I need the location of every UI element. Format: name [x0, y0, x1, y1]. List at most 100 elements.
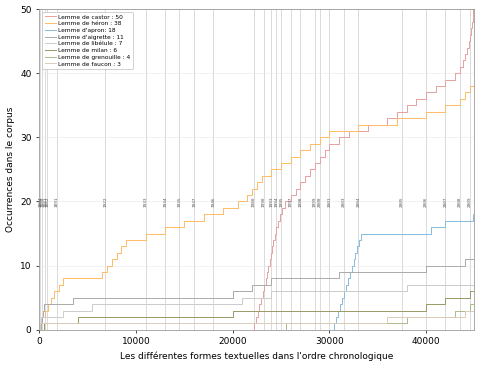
- Lemme d'aigrette : 11: (400, 3): 11: (400, 3): [40, 308, 46, 313]
- Lemme de libélule : 7: (2.5e+03, 3): 7: (2.5e+03, 3): [60, 308, 66, 313]
- Lemme de faucon : 3: (0, 0): 3: (0, 0): [36, 328, 42, 332]
- Lemme d'aigrette : 11: (2e+04, 6): 11: (2e+04, 6): [230, 289, 236, 294]
- Text: 1880: 1880: [40, 196, 44, 207]
- Lemme d'apron: 18: (3.09e+04, 3): 18: (3.09e+04, 3): [335, 308, 341, 313]
- Lemme d'aigrette : 11: (300, 2): 11: (300, 2): [39, 315, 45, 319]
- Lemme d'apron: 18: (3.17e+04, 6): 18: (3.17e+04, 6): [343, 289, 348, 294]
- Lemme d'apron: 18: (3.29e+04, 12): 18: (3.29e+04, 12): [355, 251, 360, 255]
- Lemme d'aigrette : 11: (2.2e+04, 6): 11: (2.2e+04, 6): [249, 289, 255, 294]
- Text: 1864: 1864: [38, 196, 42, 207]
- Lemme d'apron: 18: (3.19e+04, 7): 18: (3.19e+04, 7): [345, 283, 350, 287]
- Lemme de libélule : 7: (5.5e+03, 3): 7: (5.5e+03, 3): [90, 308, 96, 313]
- Lemme de milan : 6: (4e+03, 2): 6: (4e+03, 2): [75, 315, 81, 319]
- Line: Lemme de héron : 38: Lemme de héron : 38: [39, 86, 474, 330]
- Lemme d'apron: 18: (3.25e+04, 10): 18: (3.25e+04, 10): [351, 264, 357, 268]
- Lemme d'apron: 18: (4.2e+04, 17): 18: (4.2e+04, 17): [443, 218, 448, 223]
- Lemme de milan : 6: (4.2e+04, 5): 6: (4.2e+04, 5): [443, 295, 448, 300]
- Lemme de milan : 6: (2e+04, 2): 6: (2e+04, 2): [230, 315, 236, 319]
- Lemme de libélule : 7: (3.8e+04, 6): 7: (3.8e+04, 6): [404, 289, 409, 294]
- Lemme de grenouille : 4: (4.45e+04, 3): 4: (4.45e+04, 3): [467, 308, 472, 313]
- Line: Lemme de faucon : 3: Lemme de faucon : 3: [39, 310, 474, 330]
- Lemme d'apron: 18: (4.2e+04, 16): 18: (4.2e+04, 16): [443, 225, 448, 229]
- Lemme de héron : 38: (2.05e+04, 19): 38: (2.05e+04, 19): [235, 206, 240, 210]
- Lemme d'aigrette : 11: (0, 0): 11: (0, 0): [36, 328, 42, 332]
- Text: 1994: 1994: [274, 196, 278, 207]
- Lemme d'aigrette : 11: (200, 0): 11: (200, 0): [38, 328, 44, 332]
- Lemme de castor : 50: (3.9e+04, 35): 50: (3.9e+04, 35): [414, 103, 420, 108]
- Lemme de grenouille : 4: (3.8e+04, 1): 4: (3.8e+04, 1): [404, 321, 409, 326]
- Line: Lemme de milan : 6: Lemme de milan : 6: [39, 291, 474, 330]
- Lemme de grenouille : 4: (0, 0): 4: (0, 0): [36, 328, 42, 332]
- Lemme d'apron: 18: (3.27e+04, 11): 18: (3.27e+04, 11): [353, 257, 359, 261]
- Lemme de libélule : 7: (0, 0): 7: (0, 0): [36, 328, 42, 332]
- Lemme de libélule : 7: (2.4e+04, 5): 7: (2.4e+04, 5): [268, 295, 274, 300]
- Text: 1891: 1891: [55, 196, 59, 207]
- Line: Lemme de libélule : 7: Lemme de libélule : 7: [39, 285, 474, 330]
- Lemme de faucon : 3: (3.6e+04, 2): 3: (3.6e+04, 2): [384, 315, 390, 319]
- Text: 1935: 1935: [178, 196, 181, 207]
- Lemme de héron : 38: (2.7e+04, 27): 38: (2.7e+04, 27): [298, 155, 303, 159]
- Text: 2000: 2000: [318, 196, 322, 207]
- Lemme d'aigrette : 11: (200, 1): 11: (200, 1): [38, 321, 44, 326]
- Lemme d'aigrette : 11: (2.2e+04, 7): 11: (2.2e+04, 7): [249, 283, 255, 287]
- Lemme de grenouille : 4: (4.45e+04, 4): 4: (4.45e+04, 4): [467, 302, 472, 306]
- Lemme de libélule : 7: (5.5e+03, 4): 7: (5.5e+03, 4): [90, 302, 96, 306]
- Lemme d'aigrette : 11: (3.1e+04, 8): 11: (3.1e+04, 8): [336, 276, 342, 281]
- Lemme d'aigrette : 11: (500, 4): 11: (500, 4): [41, 302, 47, 306]
- Legend: Lemme de castor : 50, Lemme de héron : 38, Lemme d'apron: 18, Lemme d'aigrette :: Lemme de castor : 50, Lemme de héron : 3…: [42, 12, 133, 69]
- Lemme de héron : 38: (1.5e+04, 16): 38: (1.5e+04, 16): [181, 225, 187, 229]
- Lemme de libélule : 7: (3.8e+04, 7): 7: (3.8e+04, 7): [404, 283, 409, 287]
- Lemme de libélule : 7: (100, 0): 7: (100, 0): [37, 328, 43, 332]
- Lemme d'apron: 18: (4.05e+04, 16): 18: (4.05e+04, 16): [428, 225, 434, 229]
- Lemme de milan : 6: (4e+03, 1): 6: (4e+03, 1): [75, 321, 81, 326]
- Text: 1922: 1922: [103, 196, 107, 207]
- Lemme de castor : 50: (0, 0): 50: (0, 0): [36, 328, 42, 332]
- Lemme d'apron: 18: (3.07e+04, 1): 18: (3.07e+04, 1): [333, 321, 339, 326]
- Lemme d'aigrette : 11: (2.4e+04, 8): 11: (2.4e+04, 8): [268, 276, 274, 281]
- Lemme d'apron: 18: (3.07e+04, 2): 18: (3.07e+04, 2): [333, 315, 339, 319]
- Lemme de milan : 6: (500, 1): 6: (500, 1): [41, 321, 47, 326]
- Lemme de milan : 6: (4e+04, 4): 6: (4e+04, 4): [423, 302, 429, 306]
- Y-axis label: Occurrences dans le corpus: Occurrences dans le corpus: [6, 107, 14, 232]
- Line: Lemme d'apron: 18: Lemme d'apron: 18: [39, 214, 474, 330]
- Lemme de milan : 6: (0, 0): 6: (0, 0): [36, 328, 42, 332]
- Line: Lemme de castor : 50: Lemme de castor : 50: [39, 9, 474, 330]
- Lemme d'apron: 18: (3.23e+04, 10): 18: (3.23e+04, 10): [349, 264, 355, 268]
- Lemme d'aigrette : 11: (4e+04, 9): 11: (4e+04, 9): [423, 270, 429, 274]
- Lemme d'apron: 18: (3.31e+04, 13): 18: (3.31e+04, 13): [357, 244, 362, 248]
- Lemme de faucon : 3: (3.6e+04, 1): 3: (3.6e+04, 1): [384, 321, 390, 326]
- Lemme de faucon : 3: (4.4e+04, 2): 3: (4.4e+04, 2): [462, 315, 468, 319]
- Lemme de castor : 50: (4.3e+04, 39): 50: (4.3e+04, 39): [452, 77, 458, 82]
- Text: 1999: 1999: [313, 196, 317, 207]
- Lemme de faucon : 3: (4.4e+04, 3): 3: (4.4e+04, 3): [462, 308, 468, 313]
- Lemme de libélule : 7: (2.1e+04, 4): 7: (2.1e+04, 4): [240, 302, 245, 306]
- Lemme d'aigrette : 11: (4.5e+04, 11): 11: (4.5e+04, 11): [471, 257, 477, 261]
- Lemme de grenouille : 4: (3.8e+04, 2): 4: (3.8e+04, 2): [404, 315, 409, 319]
- Lemme de héron : 38: (8.5e+03, 12): 38: (8.5e+03, 12): [119, 251, 124, 255]
- Lemme de milan : 6: (4.2e+04, 4): 6: (4.2e+04, 4): [443, 302, 448, 306]
- Lemme d'apron: 18: (3.13e+04, 5): 18: (3.13e+04, 5): [339, 295, 345, 300]
- Lemme de héron : 38: (0, 0): 38: (0, 0): [36, 328, 42, 332]
- Lemme de héron : 38: (2e+03, 6): 38: (2e+03, 6): [56, 289, 61, 294]
- Lemme d'aigrette : 11: (4.4e+04, 10): 11: (4.4e+04, 10): [462, 264, 468, 268]
- Lemme de castor : 50: (2.7e+04, 23): 50: (2.7e+04, 23): [298, 180, 303, 185]
- Lemme d'apron: 18: (3.31e+04, 14): 18: (3.31e+04, 14): [357, 238, 362, 242]
- Lemme d'apron: 18: (3.11e+04, 3): 18: (3.11e+04, 3): [337, 308, 343, 313]
- Lemme d'apron: 18: (3.15e+04, 6): 18: (3.15e+04, 6): [341, 289, 347, 294]
- Text: 2008: 2008: [458, 196, 462, 207]
- Lemme d'apron: 18: (3.21e+04, 9): 18: (3.21e+04, 9): [347, 270, 353, 274]
- Lemme de faucon : 3: (100, 0): 3: (100, 0): [37, 328, 43, 332]
- Lemme de libélule : 7: (100, 1): 7: (100, 1): [37, 321, 43, 326]
- Lemme d'apron: 18: (3.27e+04, 12): 18: (3.27e+04, 12): [353, 251, 359, 255]
- Lemme d'apron: 18: (3.33e+04, 14): 18: (3.33e+04, 14): [359, 238, 364, 242]
- Lemme de libélule : 7: (4.5e+04, 7): 7: (4.5e+04, 7): [471, 283, 477, 287]
- Lemme d'apron: 18: (3.21e+04, 8): 18: (3.21e+04, 8): [347, 276, 353, 281]
- Lemme d'aigrette : 11: (2e+04, 5): 11: (2e+04, 5): [230, 295, 236, 300]
- Lemme d'apron: 18: (0, 0): 18: (0, 0): [36, 328, 42, 332]
- Text: 1980: 1980: [252, 196, 256, 207]
- Lemme d'aigrette : 11: (400, 2): 11: (400, 2): [40, 315, 46, 319]
- Text: 1934: 1934: [163, 196, 167, 207]
- Lemme de castor : 50: (4.49e+04, 50): 50: (4.49e+04, 50): [470, 7, 476, 11]
- Line: Lemme d'aigrette : 11: Lemme d'aigrette : 11: [39, 259, 474, 330]
- Lemme d'apron: 18: (4.05e+04, 15): 18: (4.05e+04, 15): [428, 231, 434, 236]
